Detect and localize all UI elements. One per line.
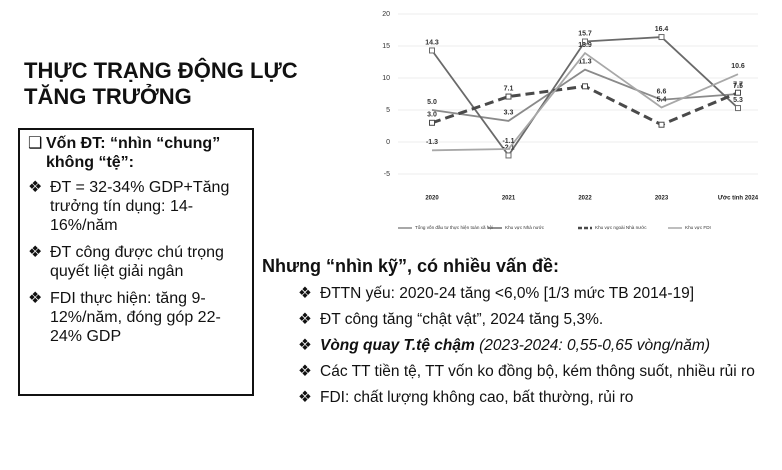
issue-note: (2023-2024: 0,55-0,65 vòng/năm) (479, 337, 710, 354)
box-heading: Vốn ĐT: “nhìn “chung” không “tệ”: (28, 134, 244, 172)
data-label: 7.5 (733, 83, 743, 90)
data-label: 11.3 (578, 59, 591, 66)
y-tick-label: 10 (382, 75, 390, 82)
issue-bullet: ĐTTN yếu: 2020-24 tăng <6,0% [1/3 mức TB… (298, 285, 777, 303)
box-bullet: FDI thực hiện: tăng 9-12%/năm, đóng góp … (28, 289, 244, 346)
y-tick-label: 20 (382, 11, 390, 18)
data-label: 7.1 (504, 85, 514, 92)
point (735, 105, 741, 112)
data-label: -1.3 (426, 139, 438, 146)
point (429, 119, 435, 126)
series-line (431, 84, 739, 127)
issue-bullet: Vòng quay T.tệ chậm (2023-2024: 0,55-0,6… (298, 337, 777, 355)
series-line (431, 36, 739, 158)
x-tick-label: 2023 (655, 196, 669, 202)
point (735, 89, 741, 96)
x-tick-label: 2021 (502, 196, 516, 202)
y-tick-label: -5 (384, 171, 390, 178)
issue-bullet: Các TT tiền tệ, TT vốn ko đồng bộ, kém t… (298, 363, 777, 381)
x-tick-label: 2022 (578, 196, 592, 202)
point (658, 34, 665, 41)
issues: Nhưng “nhìn kỹ”, có nhiều vấn đề: ĐTTN y… (262, 256, 777, 415)
issues-heading: Nhưng “nhìn kỹ”, có nhiều vấn đề: (262, 256, 560, 276)
box-bullet: ĐT = 32-34% GDP+Tăng trưởng tín dụng: 14… (28, 178, 244, 235)
point (505, 152, 512, 159)
data-label: 6.6 (657, 89, 667, 96)
data-label: 13.9 (578, 42, 592, 49)
legend-label: Khu vực FDI (685, 225, 711, 230)
legend-label: Khu vực ngoài Nhà nước (595, 225, 647, 230)
y-tick-label: 5 (386, 107, 390, 114)
data-label: 5.4 (657, 96, 667, 103)
data-label: 15.7 (578, 30, 592, 37)
title-line: TĂNG TRƯỞNG (24, 84, 192, 109)
x-tick-label: Ước tính 2024 (718, 196, 759, 202)
issue-bullet: ĐT công tăng “chật vật”, 2024 tăng 5,3%. (298, 311, 777, 329)
slide-title: THỰC TRẠNG ĐỘNG LỰC TĂNG TRƯỞNG (24, 58, 298, 110)
summary-box: Vốn ĐT: “nhìn “chung” không “tệ”: ĐT = 3… (18, 128, 254, 396)
data-label: 5.0 (427, 99, 437, 106)
y-tick-label: 0 (386, 139, 390, 146)
data-label: 7.7 (733, 82, 743, 89)
point (429, 47, 435, 54)
legend-label: Tổng vốn đầu tư thực hiện toàn xã hội (415, 224, 493, 230)
data-label: -1.1 (502, 138, 514, 145)
data-label: 3.3 (504, 110, 514, 117)
point (582, 38, 588, 45)
series-line (431, 51, 739, 152)
data-label: 14.3 (425, 39, 439, 46)
x-tick-label: 2020 (425, 196, 439, 202)
point (505, 93, 512, 100)
issues-list: ĐTTN yếu: 2020-24 tăng <6,0% [1/3 mức TB… (298, 285, 777, 407)
y-tick-label: 15 (382, 43, 390, 50)
point (658, 121, 665, 128)
issue-emphasis: Vòng quay T.tệ chậm (320, 337, 475, 354)
data-label: 5.3 (733, 97, 743, 104)
data-label: 10.6 (731, 63, 745, 70)
legend-label: Khu vực Nhà nước (505, 225, 545, 230)
data-label: 16.4 (655, 26, 669, 33)
box-bullet: ĐT công được chú trọng quyết liệt giải n… (28, 243, 244, 281)
series-line (431, 68, 739, 122)
point (582, 83, 588, 90)
issue-bullet: FDI: chất lượng không cao, bất thường, r… (298, 389, 777, 407)
title-line: THỰC TRẠNG ĐỘNG LỰC (24, 58, 298, 83)
box-list: ĐT = 32-34% GDP+Tăng trưởng tín dụng: 14… (28, 178, 244, 346)
data-label: 3.0 (427, 112, 437, 119)
